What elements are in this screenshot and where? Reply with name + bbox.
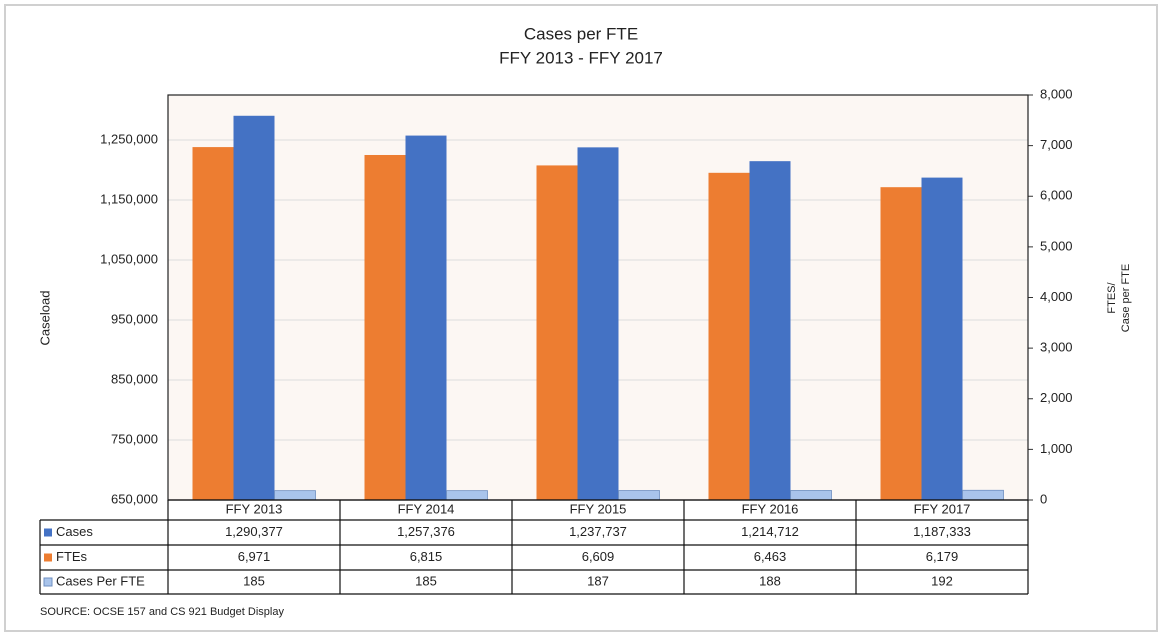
- table-value: 1,290,377: [225, 524, 283, 539]
- y-axis-label: Caseload: [37, 291, 52, 346]
- x-tick-label: FFY 2015: [570, 501, 627, 516]
- bar: [192, 147, 234, 500]
- source-note: SOURCE: OCSE 157 and CS 921 Budget Displ…: [40, 606, 284, 618]
- y-tick-label: 850,000: [111, 371, 158, 386]
- table-value: 185: [243, 573, 265, 588]
- table-value: 185: [415, 573, 437, 588]
- table-value: 6,179: [926, 549, 959, 564]
- y-tick-label: 950,000: [111, 311, 158, 326]
- table-value: 1,257,376: [397, 524, 455, 539]
- y2-axis-label: Case per FTE: [1120, 264, 1132, 332]
- y-tick-label: 650,000: [111, 491, 158, 506]
- table-value: 187: [587, 573, 609, 588]
- bar: [577, 147, 619, 501]
- y-tick-label: 1,250,000: [100, 131, 158, 146]
- x-tick-label: FFY 2013: [226, 501, 283, 516]
- bar: [708, 172, 750, 501]
- bar: [405, 135, 447, 500]
- chart-subtitle: FFY 2013 - FFY 2017: [499, 48, 663, 67]
- x-tick-label: FFY 2016: [742, 501, 799, 516]
- bar: [962, 489, 1004, 501]
- table-value: 6,463: [754, 549, 787, 564]
- legend-swatch: [43, 577, 53, 587]
- bar: [618, 490, 660, 501]
- y2-tick-label: 3,000: [1040, 340, 1073, 355]
- bar: [274, 490, 316, 501]
- bar: [790, 490, 832, 501]
- bar: [364, 154, 406, 500]
- y2-tick-label: 7,000: [1040, 137, 1073, 152]
- x-tick-label: FFY 2014: [398, 501, 455, 516]
- y-tick-label: 1,150,000: [100, 191, 158, 206]
- y2-tick-label: 0: [1040, 491, 1047, 506]
- y2-tick-label: 6,000: [1040, 188, 1073, 203]
- chart-title: Cases per FTE: [524, 24, 638, 43]
- y-tick-label: 1,050,000: [100, 251, 158, 266]
- y-tick-label: 750,000: [111, 431, 158, 446]
- y2-tick-label: 2,000: [1040, 390, 1073, 405]
- x-tick-label: FFY 2017: [914, 501, 971, 516]
- legend-swatch: [44, 553, 52, 562]
- bar: [921, 177, 963, 500]
- y2-tick-label: 8,000: [1040, 86, 1073, 101]
- table-value: 1,214,712: [741, 524, 799, 539]
- table-value: 1,237,737: [569, 524, 627, 539]
- table-value: 6,971: [238, 549, 271, 564]
- table-value: 6,815: [410, 549, 443, 564]
- table-value: 1,187,333: [913, 524, 971, 539]
- table-value: 6,609: [582, 549, 615, 564]
- table-value: 188: [759, 573, 781, 588]
- legend-label: FTEs: [56, 549, 88, 564]
- bar: [233, 115, 275, 500]
- bar: [749, 161, 791, 501]
- legend-swatch: [44, 528, 52, 537]
- legend-label: Cases Per FTE: [56, 573, 145, 588]
- y2-tick-label: 5,000: [1040, 238, 1073, 253]
- y2-axis-label: FTES/: [1106, 281, 1118, 313]
- y2-tick-label: 1,000: [1040, 441, 1073, 456]
- table-value: 192: [931, 573, 953, 588]
- legend-label: Cases: [56, 524, 93, 539]
- bar: [880, 187, 922, 501]
- bar: [536, 165, 578, 500]
- y2-tick-label: 4,000: [1040, 289, 1073, 304]
- bar: [446, 490, 488, 501]
